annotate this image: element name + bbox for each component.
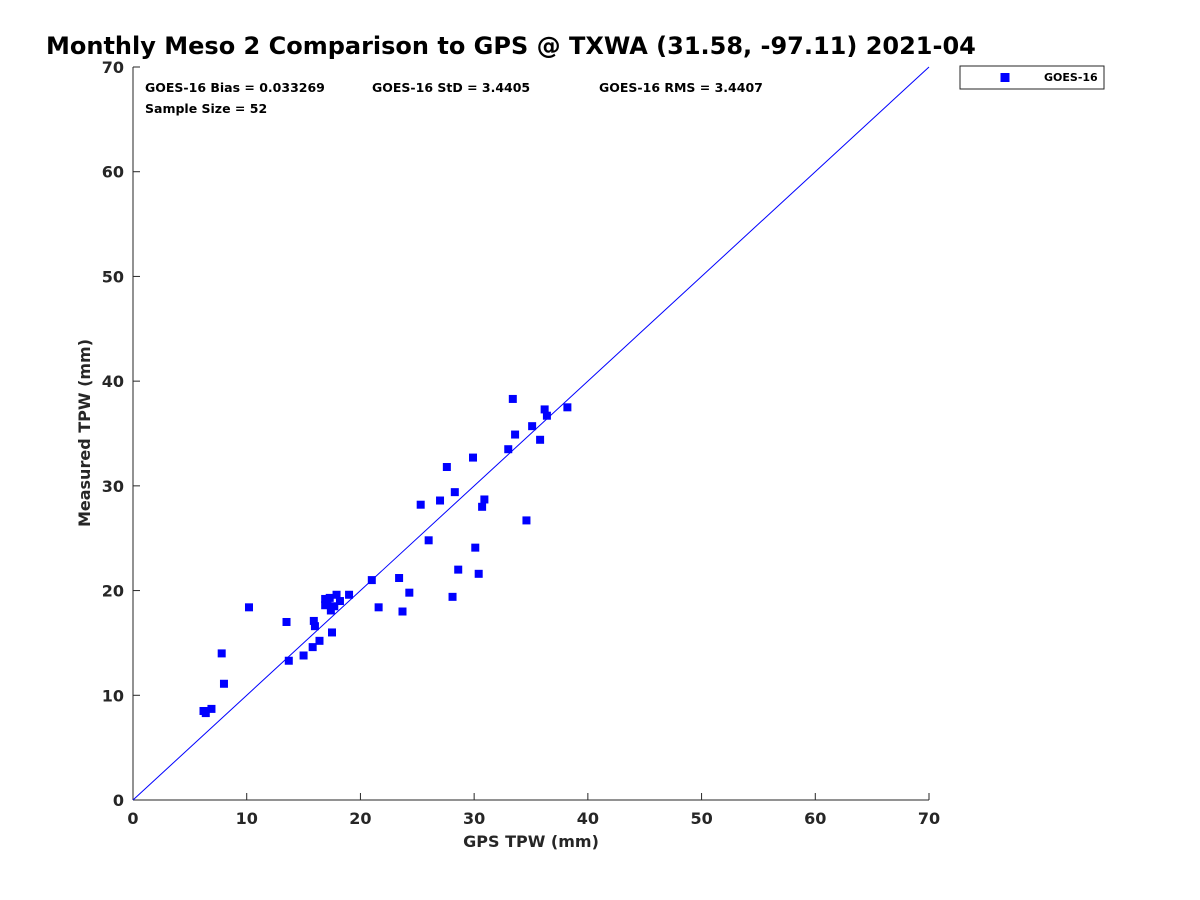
data-point bbox=[504, 445, 513, 454]
data-point bbox=[345, 590, 354, 599]
y-axis-ticks: 0 10 20 30 40 50 60 70 bbox=[102, 58, 140, 810]
data-point bbox=[474, 569, 483, 578]
data-point bbox=[330, 602, 339, 611]
y-tick-label: 30 bbox=[102, 477, 124, 496]
data-point bbox=[201, 709, 210, 718]
y-tick-label: 60 bbox=[102, 163, 124, 182]
data-point bbox=[442, 463, 451, 472]
data-point bbox=[540, 405, 549, 414]
data-point bbox=[436, 496, 445, 505]
data-point bbox=[563, 403, 572, 412]
x-axis-ticks: 0 10 20 30 40 50 60 70 bbox=[127, 793, 940, 828]
data-point bbox=[398, 607, 407, 616]
data-point bbox=[536, 435, 545, 444]
data-point bbox=[511, 430, 520, 439]
x-tick-label: 40 bbox=[577, 809, 599, 828]
chart-title: Monthly Meso 2 Comparison to GPS @ TXWA … bbox=[46, 32, 976, 60]
data-point bbox=[299, 651, 308, 660]
data-point bbox=[207, 704, 216, 713]
x-tick-label: 10 bbox=[236, 809, 258, 828]
y-tick-label: 10 bbox=[102, 686, 124, 705]
data-point bbox=[335, 597, 344, 606]
plot-area: 0 10 20 30 40 50 60 70 0 10 20 30 40 50 60 70 bbox=[102, 58, 940, 828]
data-point bbox=[405, 588, 414, 597]
series-goes-16-points bbox=[199, 394, 572, 718]
y-tick-label: 50 bbox=[102, 267, 124, 286]
data-point bbox=[454, 565, 463, 574]
data-point bbox=[332, 590, 341, 599]
data-point bbox=[395, 574, 404, 583]
data-point bbox=[309, 616, 318, 625]
x-tick-label: 30 bbox=[463, 809, 485, 828]
y-axis-label: Measured TPW (mm) bbox=[75, 339, 94, 527]
data-point bbox=[323, 599, 332, 608]
data-point bbox=[471, 543, 480, 552]
std-annotation: GOES-16 StD = 3.4405 bbox=[372, 80, 530, 95]
data-point bbox=[217, 649, 226, 658]
data-point bbox=[325, 593, 334, 602]
bias-annotation: GOES-16 Bias = 0.033269 bbox=[145, 80, 325, 95]
x-tick-label: 20 bbox=[349, 809, 371, 828]
x-tick-label: 70 bbox=[918, 809, 940, 828]
data-point bbox=[469, 453, 478, 462]
data-point bbox=[308, 643, 317, 652]
y-tick-label: 70 bbox=[102, 58, 124, 77]
data-point bbox=[244, 603, 253, 612]
one-to-one-reference-line bbox=[132, 66, 930, 801]
y-tick-label: 0 bbox=[113, 791, 124, 810]
data-point bbox=[522, 516, 531, 525]
x-axis-label: GPS TPW (mm) bbox=[463, 832, 599, 851]
y-tick-label: 20 bbox=[102, 582, 124, 601]
data-point bbox=[416, 500, 425, 509]
x-tick-label: 0 bbox=[127, 809, 138, 828]
sample-size-annotation: Sample Size = 52 bbox=[145, 101, 267, 116]
data-point bbox=[328, 628, 336, 637]
rms-annotation: GOES-16 RMS = 3.4407 bbox=[599, 80, 763, 95]
stats-annotations: GOES-16 Bias = 0.033269 GOES-16 StD = 3.… bbox=[145, 80, 763, 116]
data-point bbox=[480, 495, 489, 504]
legend-marker-square bbox=[1000, 73, 1010, 82]
data-point bbox=[315, 636, 324, 645]
data-point bbox=[448, 592, 457, 601]
data-point bbox=[367, 576, 376, 585]
data-point bbox=[450, 488, 459, 497]
legend: GOES-16 bbox=[959, 65, 1105, 90]
data-point bbox=[374, 603, 383, 612]
data-point bbox=[542, 411, 551, 420]
data-point bbox=[424, 536, 433, 545]
x-tick-label: 60 bbox=[804, 809, 826, 828]
data-point bbox=[326, 606, 335, 615]
x-tick-label: 50 bbox=[690, 809, 712, 828]
y-tick-label: 40 bbox=[102, 372, 124, 391]
data-point bbox=[528, 422, 537, 431]
data-point bbox=[478, 502, 487, 511]
data-point bbox=[219, 679, 228, 688]
data-point bbox=[310, 622, 319, 631]
legend-entry-goes-16: GOES-16 bbox=[1044, 71, 1098, 84]
data-point bbox=[321, 594, 330, 603]
legend-box bbox=[959, 65, 1105, 90]
data-point bbox=[508, 394, 517, 403]
data-point bbox=[284, 656, 293, 665]
data-point bbox=[282, 617, 291, 626]
